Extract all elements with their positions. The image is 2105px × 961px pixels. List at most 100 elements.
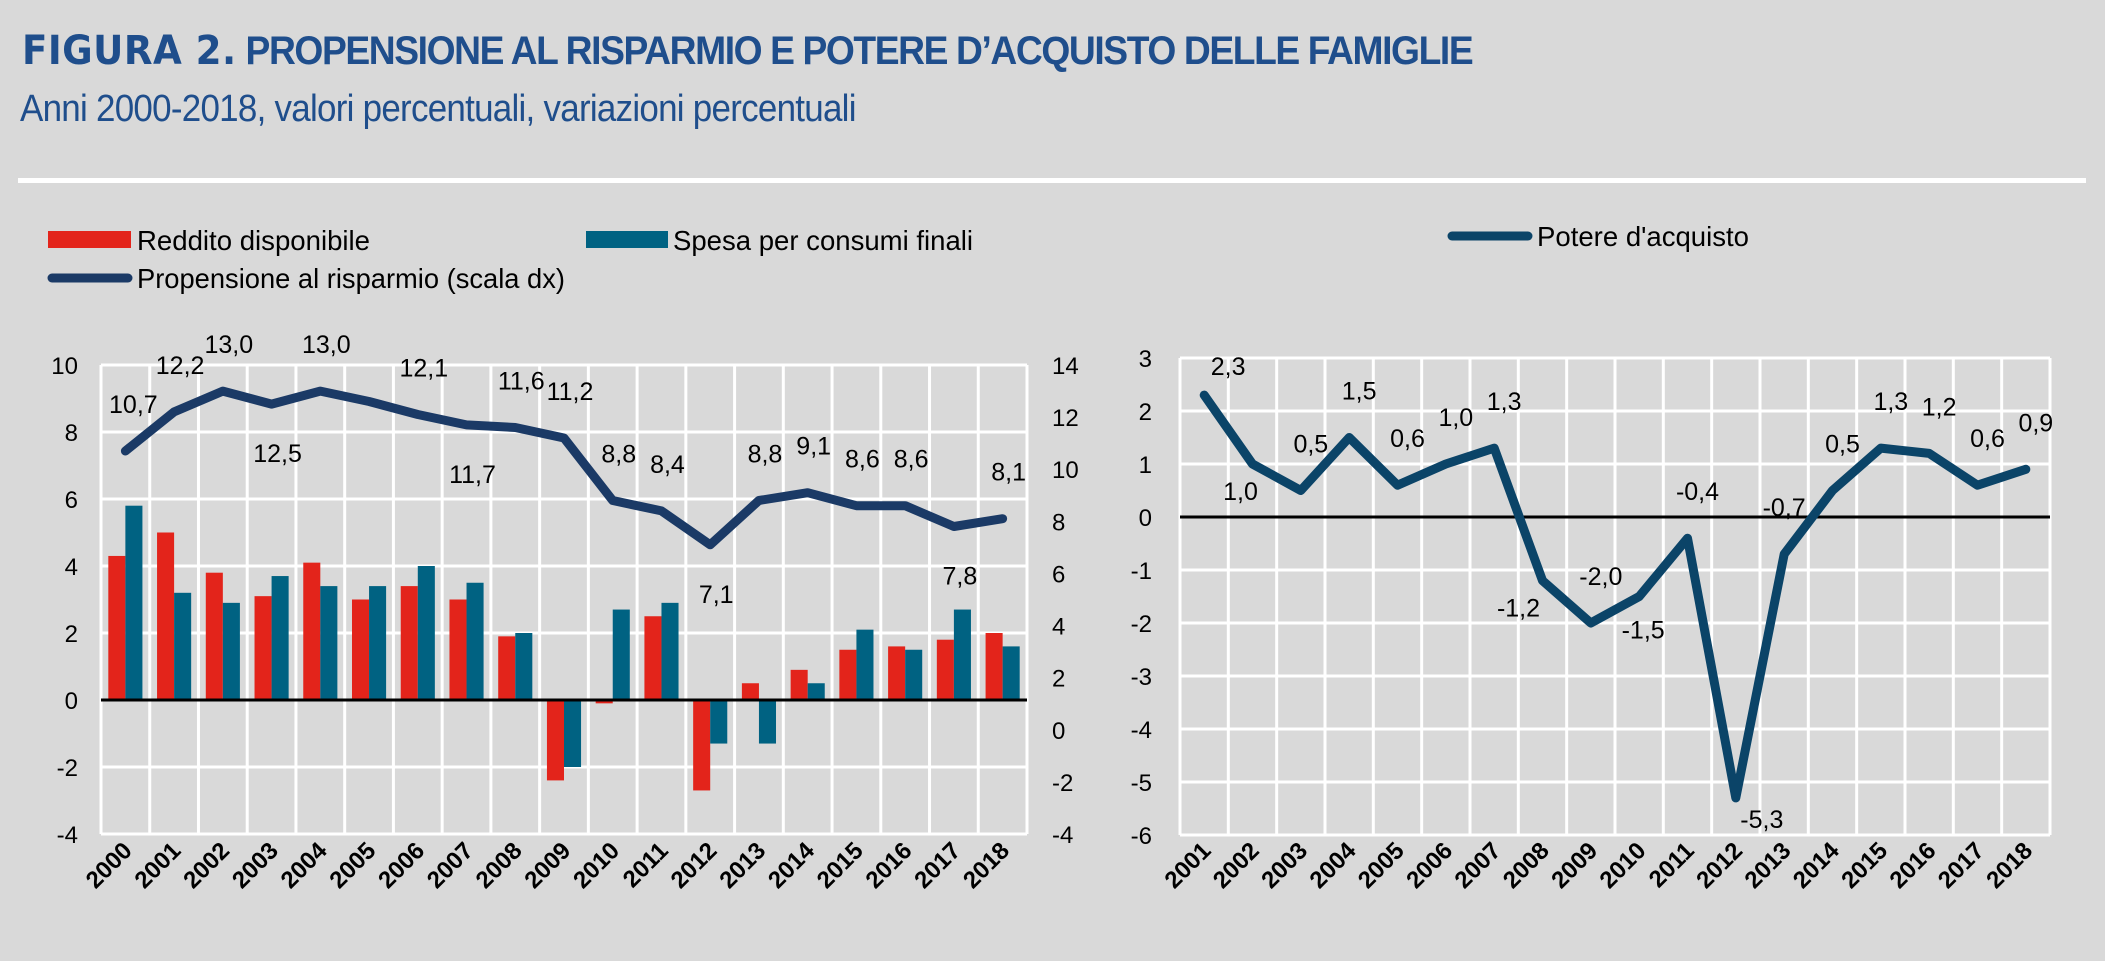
bar-spesa (174, 592, 192, 700)
x-tick-label: 2003 (1256, 837, 1313, 894)
y2-tick-label: 6 (1052, 561, 1065, 588)
data-label-potere: -0,4 (1676, 478, 1719, 506)
bar-reddito (400, 586, 418, 700)
left-y-axis: 10 8 6 4 2 0 -2 -4 (51, 353, 78, 849)
bar-spesa (466, 582, 484, 700)
x-tick-label: 2006 (373, 837, 430, 894)
bar-reddito (936, 639, 954, 700)
legend-swatch-reddito (48, 231, 131, 248)
y2-tick-label: 2 (1052, 666, 1065, 693)
x-tick-label: 2004 (276, 837, 333, 894)
x-tick-label: 2000 (81, 837, 138, 894)
x-tick-label: 2015 (812, 837, 869, 894)
y-tick-label: 0 (1139, 505, 1152, 532)
y-tick-label: -2 (57, 755, 78, 782)
figure-subtitle: Anni 2000-2018, valori percentuali, vari… (20, 88, 856, 130)
figure-title-text: PROPENSIONE AL RISPARMIO E POTERE D’ACQU… (245, 29, 1474, 73)
data-label-propensione: 8,1 (991, 459, 1026, 487)
bar-reddito (888, 646, 906, 700)
figure-title: FIGURA 2. PROPENSIONE AL RISPARMIO E POT… (22, 28, 1474, 74)
x-tick-label: 2008 (1498, 837, 1555, 894)
y-tick-label: 0 (65, 688, 78, 715)
x-tick-label: 2011 (1644, 837, 1700, 893)
x-tick-label: 2007 (422, 837, 479, 894)
left-data-labels: 10,712,213,012,513,012,111,711,6 11,28,8 8… (109, 331, 1026, 609)
x-tick-label: 2016 (1885, 837, 1942, 894)
legend-label-spesa: Spesa per consumi finali (673, 225, 973, 256)
x-tick-label: 2014 (763, 837, 820, 894)
y-tick-label: -2 (1131, 611, 1152, 638)
bar-reddito (108, 555, 126, 700)
data-label-potere: 0,6 (1970, 425, 2005, 453)
bar-reddito (595, 700, 613, 704)
y-tick-label: 2 (1139, 399, 1152, 426)
y2-tick-label: 4 (1052, 614, 1065, 641)
data-label-propensione: 11,7 (449, 461, 496, 489)
bar-reddito (157, 532, 175, 700)
left-chart: Reddito disponibile Spesa per consumi fi… (47, 225, 1079, 894)
data-label-propensione: 7,1 (699, 581, 734, 609)
bar-reddito (498, 636, 516, 700)
bar-spesa (710, 700, 728, 744)
bar-spesa (125, 505, 143, 700)
y-tick-label: 2 (65, 621, 78, 648)
data-label-potere: -5,3 (1740, 806, 1783, 834)
bar-reddito (839, 649, 857, 700)
figure-label: FIGURA 2. (22, 28, 237, 74)
data-label-potere: 0,6 (1390, 425, 1425, 453)
x-tick-label: 2018 (958, 837, 1015, 894)
left-legend: Reddito disponibile Spesa per consumi fi… (47, 225, 973, 294)
x-tick-label: 2001 (130, 837, 187, 894)
y2-tick-label: -4 (1052, 822, 1073, 849)
data-label-propensione: 11,6 (498, 368, 545, 396)
data-label-propensione: 12,5 (253, 440, 302, 468)
data-label-potere: 1,2 (1922, 393, 1957, 421)
data-label-potere: 1,0 (1223, 478, 1258, 506)
data-label-propensione: 12,1 (399, 355, 448, 383)
data-label-potere: 1,3 (1873, 388, 1908, 416)
right-y-axis: 3 2 1 0 -1 -2 -3 -4 -5 -6 (1131, 346, 1152, 850)
data-label-potere: -0,7 (1763, 494, 1806, 522)
line-potere (1199, 390, 2031, 803)
y-tick-label: 6 (65, 487, 78, 514)
y-tick-label: -5 (1131, 770, 1152, 797)
x-tick-label: 2012 (1691, 837, 1748, 894)
x-tick-label: 2009 (519, 837, 576, 894)
x-tick-label: 2016 (861, 837, 918, 894)
y-tick-label: -6 (1131, 823, 1152, 850)
legend-label-potere: Potere d'acquisto (1537, 221, 1749, 252)
data-label-propensione: 13,0 (302, 331, 351, 359)
data-label-potere: 0,9 (2018, 409, 2053, 437)
data-label-propensione: 8,8 (601, 440, 636, 468)
y-tick-label: 4 (65, 554, 78, 581)
y2-tick-label: 8 (1052, 509, 1065, 536)
bar-spesa (807, 683, 825, 700)
y-tick-label: -3 (1131, 664, 1152, 691)
bar-spesa (661, 602, 679, 700)
bar-spesa (515, 633, 533, 700)
data-label-propensione: 12,2 (156, 352, 205, 380)
bar-spesa (905, 649, 923, 700)
x-tick-label: 2003 (227, 837, 284, 894)
y2-tick-label: 10 (1052, 457, 1079, 484)
data-label-potere: 1,3 (1487, 388, 1522, 416)
bar-spesa (417, 566, 435, 700)
data-label-propensione: 7,8 (943, 563, 978, 591)
x-tick-label: 2014 (1788, 837, 1845, 894)
bar-reddito (790, 669, 808, 700)
y-tick-label: 1 (1139, 452, 1152, 479)
x-tick-label: 2007 (1450, 837, 1507, 894)
data-label-propensione: 9,1 (796, 433, 831, 461)
x-tick-label: 2002 (178, 837, 235, 894)
x-tick-label: 2018 (1981, 837, 2038, 894)
y-tick-label: 3 (1139, 346, 1152, 373)
title-separator (18, 178, 2086, 183)
x-tick-label: 2010 (568, 837, 625, 894)
bar-spesa (222, 602, 240, 700)
x-tick-label: 2012 (666, 837, 723, 894)
bar-reddito (741, 683, 759, 700)
x-tick-label: 2011 (618, 837, 674, 893)
left-bars (108, 505, 1020, 791)
y-tick-label: 10 (51, 353, 78, 380)
